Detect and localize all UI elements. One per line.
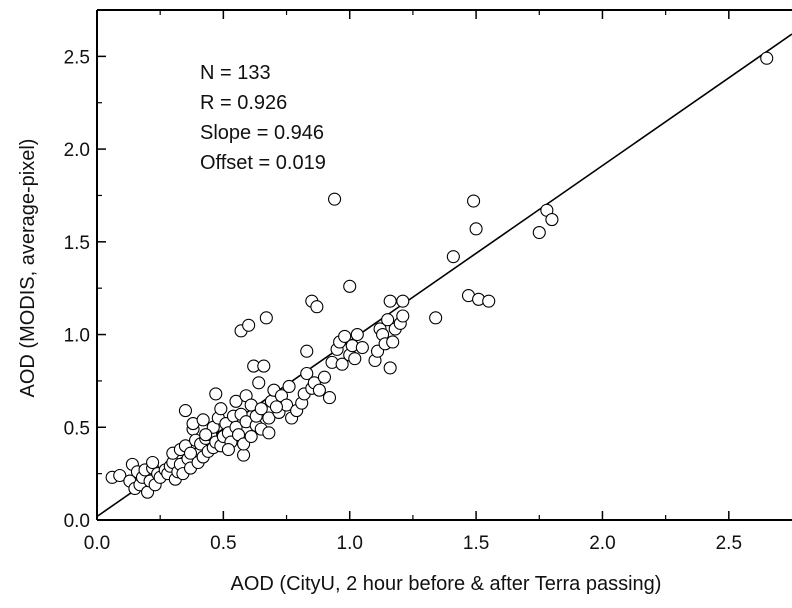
- data-point: [348, 352, 362, 366]
- tick-labels: 0.0 0.5 1.0 1.5 2.0 2.5 0.0 0.5 1.0 1.5 2.0 2.5: [64, 47, 742, 554]
- data-point: [259, 311, 273, 325]
- y-tick-label: 2.5: [64, 47, 90, 68]
- data-point: [381, 313, 395, 327]
- data-point: [242, 318, 256, 332]
- data-point: [254, 402, 268, 416]
- data-point: [383, 361, 397, 375]
- x-axis-title: AOD (CityU, 2 hour before & after Terra …: [231, 573, 662, 595]
- data-point: [446, 250, 460, 264]
- data-point: [338, 329, 352, 343]
- data-point: [429, 311, 443, 325]
- data-point: [262, 411, 276, 425]
- y-tick-label: 0.0: [64, 511, 90, 532]
- data-point: [178, 404, 193, 418]
- data-point: [469, 222, 483, 236]
- data-point: [310, 300, 324, 314]
- data-point: [300, 344, 314, 358]
- y-axis-title: AOD (MODIS, average-pixel): [17, 139, 39, 398]
- data-point: [532, 225, 546, 240]
- data-point: [113, 468, 127, 483]
- data-point: [257, 359, 271, 373]
- data-point: [199, 428, 213, 442]
- data-point: [343, 279, 357, 293]
- stat-n: N = 133: [200, 62, 271, 84]
- y-tick-label: 0.5: [64, 418, 90, 439]
- stat-r: R = 0.926: [200, 92, 287, 114]
- x-tick-label: 2.0: [589, 533, 615, 554]
- x-tick-label: 1.5: [463, 533, 489, 554]
- data-point: [196, 413, 210, 427]
- axes: [96, 9, 792, 521]
- data-point: [229, 394, 243, 408]
- data-points: [105, 51, 774, 499]
- data-point: [237, 448, 251, 462]
- y-tick-label: 2.0: [64, 140, 90, 161]
- stat-slope: Slope = 0.946: [200, 122, 324, 144]
- data-point: [300, 366, 314, 381]
- x-tick-label: 2.5: [716, 533, 742, 554]
- data-point: [355, 340, 369, 355]
- data-point: [322, 391, 337, 405]
- x-tick-label: 0.0: [84, 533, 110, 554]
- data-point: [396, 294, 410, 308]
- ticks: [96, 10, 730, 521]
- data-point: [328, 192, 342, 206]
- data-point: [221, 442, 235, 457]
- data-point: [760, 51, 774, 65]
- x-tick-label: 1.0: [337, 533, 363, 554]
- y-tick-label: 1.0: [64, 326, 90, 347]
- data-point: [467, 194, 481, 208]
- data-point: [262, 426, 276, 440]
- data-point: [386, 335, 400, 349]
- data-point: [396, 309, 410, 323]
- data-point: [209, 387, 223, 401]
- stat-offset: Offset = 0.019: [200, 152, 326, 174]
- data-point: [183, 446, 198, 460]
- x-tick-label: 0.5: [210, 533, 236, 554]
- data-point: [350, 327, 364, 342]
- data-point: [482, 294, 496, 308]
- data-point: [312, 383, 326, 397]
- data-point: [269, 400, 283, 414]
- data-point: [252, 376, 266, 390]
- data-point: [335, 357, 349, 371]
- data-point: [146, 455, 160, 470]
- data-point: [383, 294, 397, 308]
- data-point: [244, 429, 258, 444]
- data-point: [282, 379, 296, 394]
- data-point: [317, 370, 332, 384]
- data-point: [214, 402, 228, 416]
- y-tick-label: 1.5: [64, 233, 90, 254]
- data-point: [545, 213, 559, 227]
